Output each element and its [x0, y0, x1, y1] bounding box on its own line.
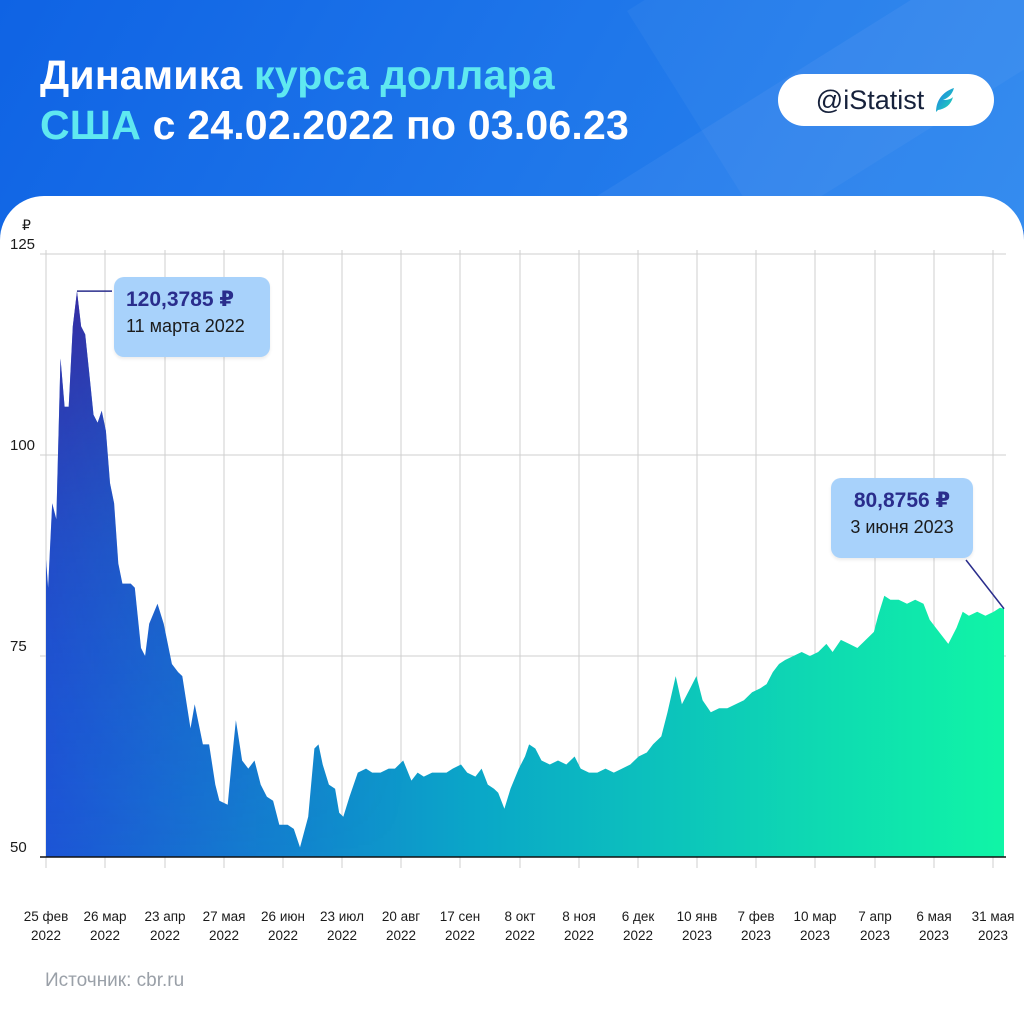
callout-leaders: [76, 290, 1005, 610]
y-unit-label: ₽: [22, 217, 31, 233]
x-tick-label: 2023: [978, 928, 1008, 943]
title-part-4: с 24.02.2022 по 03.06.23: [141, 102, 630, 148]
page-title: Динамика курса доллара США с 24.02.2022 п…: [40, 50, 740, 150]
x-tick-label: 31 мая: [972, 909, 1015, 924]
istatist-logo-icon: [936, 88, 955, 112]
x-tick-label: 10 мар: [793, 909, 836, 924]
x-tick-label: 2022: [90, 928, 120, 943]
callout-date: 11 марта 2022: [126, 316, 245, 336]
x-tick-label: 27 мая: [203, 909, 246, 924]
area-fill-shade: [46, 291, 1004, 857]
x-tick-label: 10 янв: [677, 909, 718, 924]
x-tick-label: 2023: [682, 928, 712, 943]
callout-date: 3 июня 2023: [850, 517, 954, 537]
x-tick-label: 2023: [800, 928, 830, 943]
x-tick-label: 17 сен: [440, 909, 480, 924]
x-tick-label: 6 мая: [916, 909, 951, 924]
istatist-badge[interactable]: @iStatist: [778, 74, 994, 126]
x-tick-label: 2023: [919, 928, 949, 943]
header-banner: Динамика курса доллара США с 24.02.2022 п…: [0, 0, 1024, 230]
series-area: [40, 291, 1006, 858]
x-tick-label: 8 ноя: [562, 909, 596, 924]
x-tick-label: 2023: [741, 928, 771, 943]
title-highlight-1: курса доллара: [254, 52, 555, 98]
x-tick-label: 25 фев: [24, 909, 69, 924]
x-tick-label: 2022: [268, 928, 298, 943]
x-tick-label: 7 фев: [737, 909, 774, 924]
x-tick-label: 2023: [860, 928, 890, 943]
x-tick-label: 2022: [505, 928, 535, 943]
x-tick-label: 2022: [386, 928, 416, 943]
x-tick-label: 2022: [31, 928, 61, 943]
y-axis: 50 75 100 125: [10, 236, 35, 856]
x-tick-label: 26 мар: [83, 909, 126, 924]
x-tick-label: 2022: [564, 928, 594, 943]
y-tick-label: 100: [10, 437, 35, 454]
callout-value: 80,8756 ₽: [853, 489, 951, 512]
x-tick-label: 6 дек: [622, 909, 655, 924]
x-tick-label: 2022: [623, 928, 653, 943]
x-tick-label: 7 апр: [858, 909, 892, 924]
callout-value: 120,3785 ₽: [126, 288, 235, 311]
title-highlight-2: США: [40, 102, 142, 148]
y-tick-label: 50: [10, 839, 27, 856]
x-tick-label: 23 июл: [320, 909, 364, 924]
x-tick-label: 23 апр: [144, 909, 185, 924]
x-tick-label: 2022: [150, 928, 180, 943]
y-tick-label: 125: [10, 236, 35, 253]
x-tick-label: 8 окт: [504, 909, 535, 924]
badge-text: @iStatist: [815, 84, 925, 115]
last-value-callout: 80,8756 ₽ 3 июня 2023: [831, 478, 973, 558]
last-callout-leader: [965, 559, 1005, 610]
x-tick-label: 26 июн: [261, 909, 305, 924]
max-value-callout: 120,3785 ₽ 11 марта 2022: [114, 277, 270, 357]
source-note: Источник: cbr.ru: [45, 970, 185, 991]
y-tick-label: 75: [10, 638, 27, 655]
x-axis: 25 фев 2022 26 мар 2022 23 апр 2022 27 мая 2022…: [24, 909, 1015, 943]
title-part-1: Динамика: [40, 52, 255, 98]
x-tick-label: 2022: [327, 928, 357, 943]
x-tick-label: 2022: [445, 928, 475, 943]
x-tick-label: 2022: [209, 928, 239, 943]
x-tick-label: 20 авг: [382, 909, 420, 924]
